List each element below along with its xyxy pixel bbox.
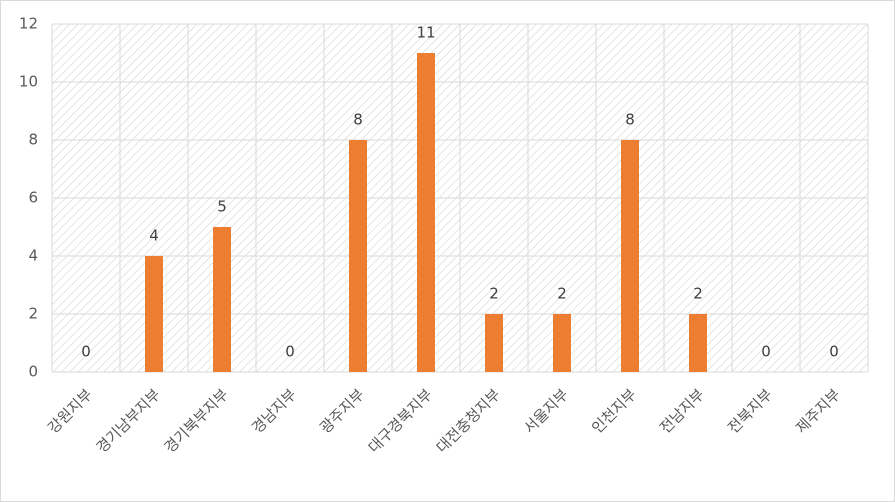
y-tick-label: 12	[19, 15, 38, 33]
bar	[485, 314, 503, 372]
y-tick-label: 10	[19, 73, 38, 91]
data-label: 0	[285, 343, 295, 361]
y-tick-label: 8	[28, 131, 38, 149]
y-tick-label: 4	[28, 247, 38, 265]
bar	[145, 256, 163, 372]
data-label: 0	[761, 343, 771, 361]
bar	[213, 227, 231, 372]
data-label: 2	[489, 285, 499, 303]
data-label: 5	[217, 198, 227, 216]
bar	[689, 314, 707, 372]
data-label: 0	[829, 343, 839, 361]
y-tick-label: 6	[28, 189, 38, 207]
bar	[349, 140, 367, 372]
y-tick-label: 0	[28, 363, 38, 381]
data-label: 2	[557, 285, 567, 303]
bar	[553, 314, 571, 372]
data-label: 8	[353, 111, 363, 129]
y-tick-label: 2	[28, 305, 38, 323]
data-label: 0	[81, 343, 91, 361]
data-label: 2	[693, 285, 703, 303]
data-label: 8	[625, 111, 635, 129]
bar	[417, 53, 435, 372]
data-label: 11	[416, 24, 435, 42]
bar	[621, 140, 639, 372]
data-label: 4	[149, 227, 159, 245]
